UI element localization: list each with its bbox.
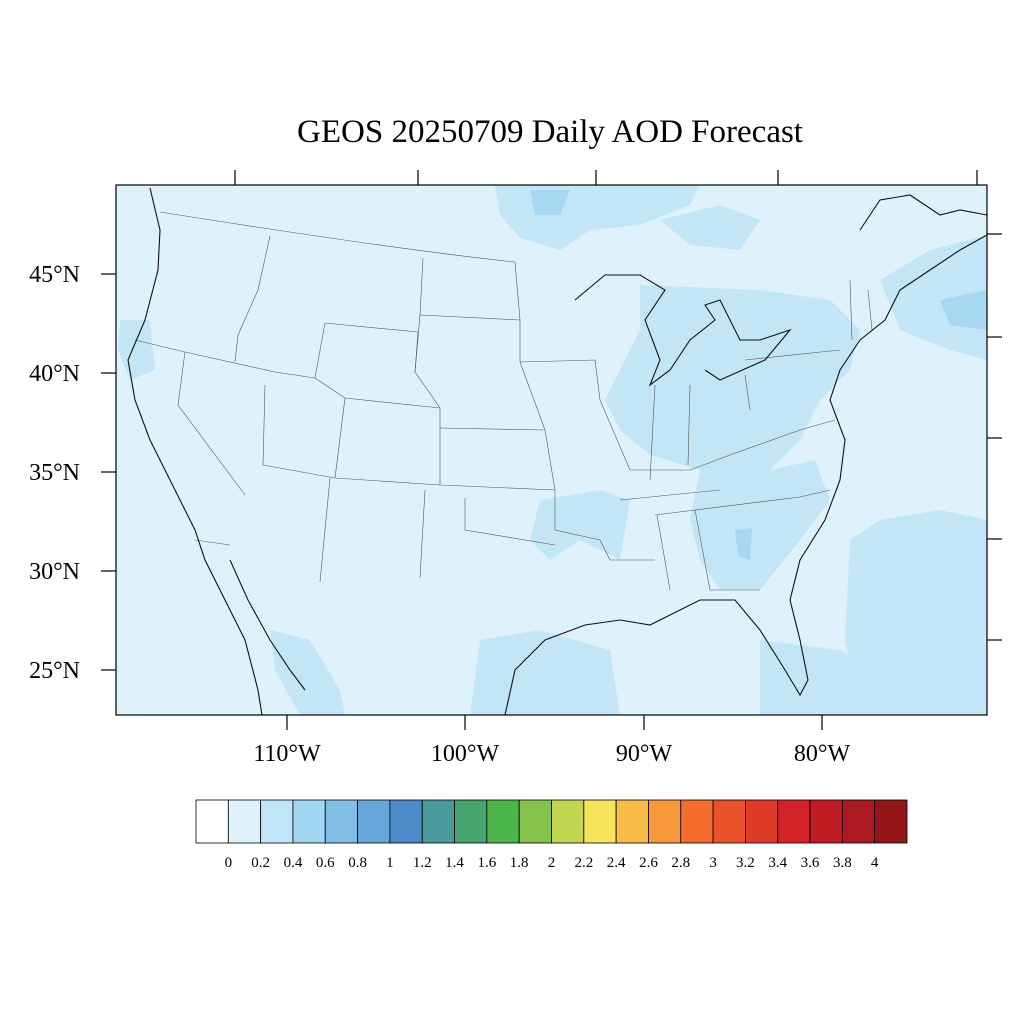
colorbar-box: [680, 799, 714, 844]
colorbar-label: 3: [709, 855, 717, 871]
colorbar-box: [227, 799, 262, 844]
map-panel: [115, 184, 988, 716]
colorbar-label: 4: [871, 855, 879, 871]
lat-label: 40°N: [29, 361, 80, 387]
colorbar-box: [260, 799, 294, 844]
aod-patch-west-coast: [118, 320, 155, 380]
colorbar-box: [551, 799, 585, 844]
colorbar-box: [454, 799, 488, 844]
colorbar-label: 0.4: [284, 855, 303, 871]
colorbar-label: 2.4: [607, 855, 626, 871]
colorbar-box: [615, 799, 649, 844]
map-ticks: [101, 170, 1002, 730]
map-frame: [115, 184, 988, 716]
colorbar-label: 2.2: [574, 855, 593, 871]
colorbar-label: 0.6: [316, 855, 335, 871]
colorbar-label: 3.2: [736, 855, 755, 871]
lat-label: 30°N: [29, 559, 80, 585]
lat-label: 25°N: [29, 658, 80, 684]
colorbar-box: [357, 799, 391, 844]
latitude-labels: 45°N 40°N 35°N 30°N 25°N: [29, 262, 80, 684]
coastlines: [127, 187, 987, 715]
colorbar-box: [486, 799, 520, 844]
colorbar-label: 1.2: [413, 855, 432, 871]
aod-patch-baja: [270, 630, 345, 715]
colorbar-box: [777, 799, 811, 844]
colorbar-label: 2.8: [671, 855, 690, 871]
map-background: [116, 185, 987, 715]
colorbar-box: [292, 799, 326, 844]
colorbar-box: [841, 799, 876, 844]
colorbar-label: 3.4: [768, 855, 787, 871]
colorbar-label: 3.6: [801, 855, 820, 871]
state-boundaries: [134, 211, 873, 591]
colorbar-box: [583, 799, 617, 844]
pacific-coastline: [127, 187, 263, 715]
aod-patch-gulf: [470, 630, 620, 715]
colorbar-box: [195, 799, 229, 844]
colorbar: 0 0.2 0.4 0.6 0.8 1 1.2 1.4 1.6 1.8 2 2.2 2.4 2.6 2.8 3…: [195, 799, 908, 871]
colorbar-label: 0.2: [251, 855, 270, 871]
colorbar-box: [421, 799, 455, 844]
baja-coast: [229, 559, 306, 691]
colorbar-label: 3.8: [833, 855, 852, 871]
aod-patch-dark-atlantic: [940, 290, 987, 330]
aod-patch-northeast-atlantic: [880, 235, 987, 360]
colorbar-box: [874, 799, 908, 844]
gulf-coastline: [504, 234, 987, 715]
lat-label: 45°N: [29, 262, 80, 288]
aod-patch-dark-canada: [530, 190, 570, 215]
colorbar-boxes: [195, 799, 908, 844]
colorbar-label: 2.6: [639, 855, 658, 871]
aod-patch-southeast: [690, 460, 830, 590]
great-lakes-shore: [574, 274, 792, 387]
longitude-labels: 110°W 100°W 90°W 80°W: [253, 741, 850, 767]
colorbar-label: 1: [386, 855, 394, 871]
map-title: GEOS 20250709 Daily AOD Forecast: [297, 114, 803, 150]
colorbar-label: 2: [548, 855, 556, 871]
colorbar-box: [324, 799, 358, 844]
aod-patch-caribbean: [760, 640, 900, 715]
aod-shading: [118, 185, 987, 715]
aod-patch-canada-east: [660, 205, 760, 250]
aod-patch-atlantic: [845, 510, 987, 715]
colorbar-box: [745, 799, 779, 844]
colorbar-label: 0: [225, 855, 233, 871]
colorbar-box: [648, 799, 682, 844]
colorbar-labels: 0 0.2 0.4 0.6 0.8 1 1.2 1.4 1.6 1.8 2 2.2 2.4 2.6 2.8 3…: [225, 855, 879, 871]
colorbar-label: 1.6: [477, 855, 496, 871]
colorbar-box: [389, 799, 423, 844]
colorbar-box: [809, 799, 843, 844]
canada-coast: [859, 194, 987, 231]
lon-label: 110°W: [253, 741, 321, 767]
colorbar-label: 0.8: [348, 855, 367, 871]
lon-label: 80°W: [794, 741, 851, 767]
aod-patch-dark-georgia: [735, 528, 752, 560]
lon-label: 100°W: [431, 741, 500, 767]
colorbar-box: [518, 799, 552, 844]
colorbar-label: 1.8: [510, 855, 529, 871]
colorbar-label: 1.4: [445, 855, 464, 871]
colorbar-box: [712, 799, 746, 844]
lat-label: 35°N: [29, 460, 80, 486]
lon-label: 90°W: [616, 741, 673, 767]
